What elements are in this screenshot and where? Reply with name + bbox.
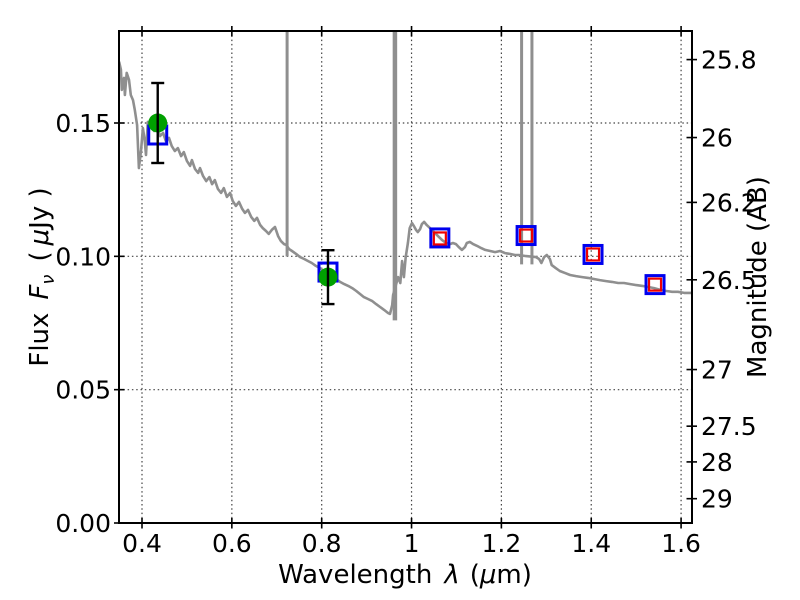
y-right-tick-label: 26.5	[701, 266, 757, 295]
y-left-tick-label: 0.15	[55, 109, 111, 138]
axes-frame	[118, 30, 693, 524]
y-axis-label-right: Magnitude (AB)	[743, 176, 773, 378]
y-left-tick-label: 0.10	[55, 242, 111, 271]
spectrum-group	[119, 31, 692, 321]
template-square	[585, 247, 601, 262]
y-left-tick-label: 0.00	[55, 509, 111, 538]
model-square	[515, 225, 537, 247]
markers-group	[147, 81, 666, 306]
x-axis-label: Wavelength λ (μm)	[278, 560, 532, 590]
y-right-tick-label: 27	[701, 356, 733, 385]
template-square	[432, 231, 447, 246]
y-right-tick-label: 29	[701, 485, 733, 514]
x-tick-label: 1.6	[661, 529, 701, 558]
y-right-tick-label: 27.5	[701, 412, 757, 441]
template-square	[647, 277, 663, 292]
template-square	[518, 228, 534, 243]
x-tick-label: 0.6	[212, 529, 252, 558]
y-right-tick-label: 26	[701, 124, 733, 153]
model-square	[644, 274, 666, 296]
model-square	[429, 227, 451, 249]
spectrum-line	[119, 61, 692, 316]
x-tick-label: 1.2	[482, 529, 522, 558]
x-tick-label: 1	[404, 529, 420, 558]
tick-labels-group: 0.4 0.6 0.8 1 1.2 1.4 1.6 0.00 0.05 0.10 0.15 25.8 2…	[55, 46, 756, 558]
model-square	[582, 243, 604, 265]
ticks-group	[114, 26, 697, 529]
x-tick-label: 0.8	[302, 529, 342, 558]
y-right-tick-label: 26.2	[701, 188, 757, 217]
y-left-tick-label: 0.05	[55, 376, 111, 405]
x-tick-label: 0.4	[122, 529, 162, 558]
gridlines	[119, 31, 692, 523]
x-tick-label: 1.4	[571, 529, 611, 558]
y-right-tick-label: 28	[701, 448, 733, 477]
y-axis-label-left: FluxFν(μJy )	[25, 187, 59, 366]
y-right-tick-label: 25.8	[701, 46, 757, 75]
